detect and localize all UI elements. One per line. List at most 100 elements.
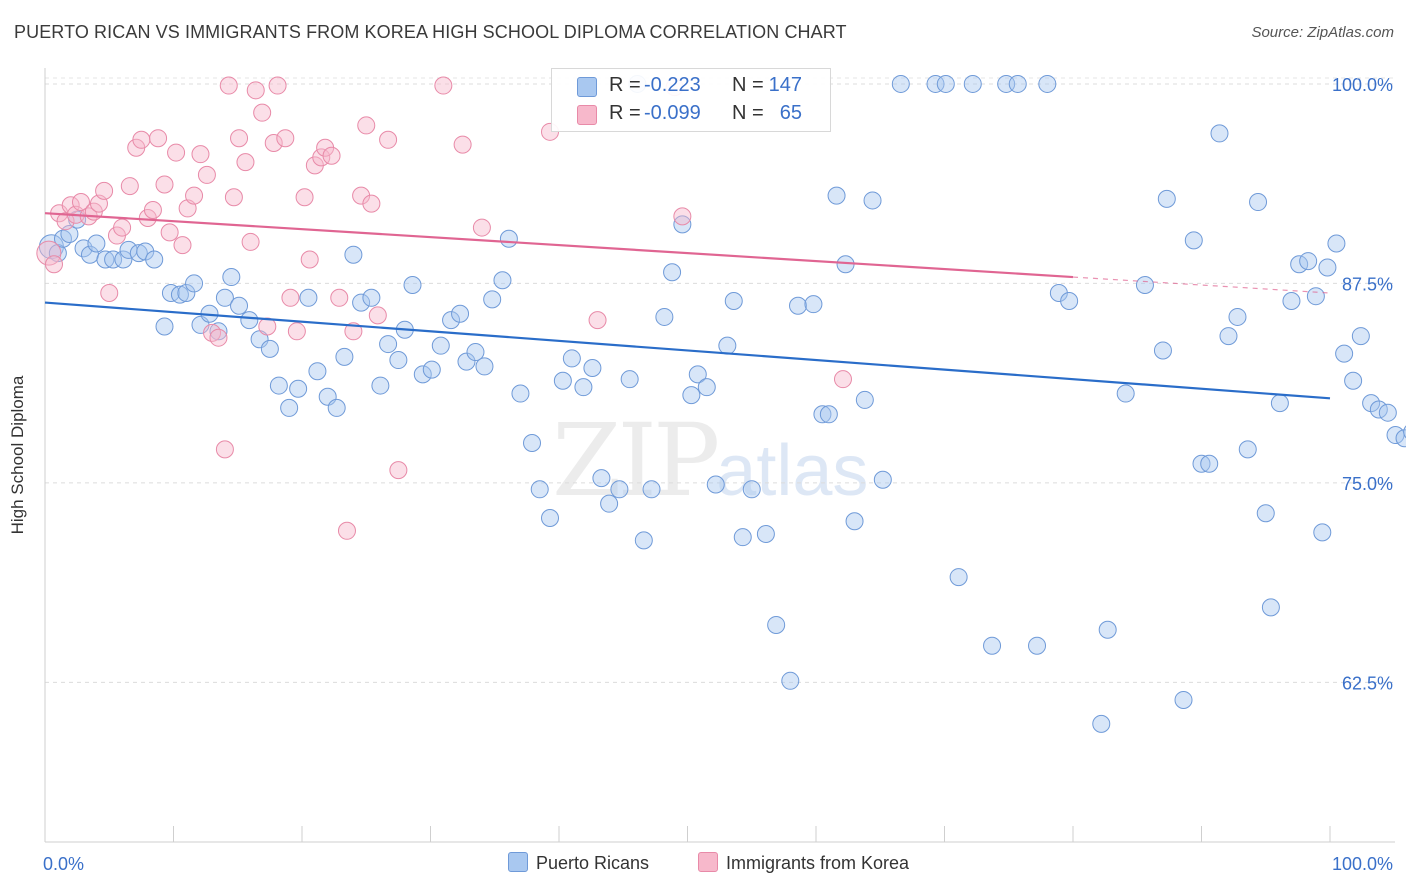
korea-point [113,218,132,237]
puerto-rican-point [442,311,461,330]
puerto-rican-point [260,339,279,358]
puerto-rican-point [827,186,846,205]
bottom-legend-swatch-blue [508,852,528,872]
korea-point [453,135,472,154]
puerto-rican-point [1238,440,1257,459]
puerto-rican-point [483,290,502,309]
puerto-rican-point [530,480,549,499]
puerto-rican-point [457,352,476,371]
puerto-rican-point [96,250,115,269]
puerto-rican-point [706,475,725,494]
puerto-rican-point [136,242,155,261]
puerto-rican-point [697,378,716,397]
korea-point [246,81,265,100]
puerto-rican-point [789,296,808,315]
puerto-rican-point [724,291,743,310]
puerto-rican-point [422,360,441,379]
puerto-rican-point [129,244,148,263]
legend-n-label: N = [732,102,764,124]
korea-point [322,146,341,165]
korea-point [673,207,692,226]
puerto-rican-point [600,494,619,513]
puerto-rican-point [403,276,422,295]
puerto-rican-point [335,347,354,366]
puerto-rican-point [1378,403,1397,422]
puerto-rican-point [104,250,123,269]
puerto-rican-point [523,434,542,453]
bottom-legend-label: Puerto Ricans [536,853,650,873]
puerto-rican-point [299,288,318,307]
puerto-rican-point [767,615,786,634]
korea-point [276,129,295,148]
puerto-rican-point [718,336,737,355]
puerto-rican-point [592,469,611,488]
puerto-rican-point [185,274,204,293]
puerto-rican-point [280,398,299,417]
korea-point [167,143,186,162]
puerto-rican-point [327,398,346,417]
bottom-legend-swatch-pink [698,852,718,872]
puerto-rican-point [1228,307,1247,326]
bottom-legend-puerto-ricans[interactable]: Puerto Ricans [508,852,649,874]
puerto-rican-point [873,470,892,489]
puerto-rican-point [352,293,371,312]
korea-point [241,232,260,251]
bottom-legend-label: Immigrants from Korea [726,853,910,873]
puerto-rican-point [1008,74,1027,93]
puerto-rican-point [1153,341,1172,360]
korea-point [337,521,356,540]
korea-point [236,153,255,172]
korea-point [132,130,151,149]
puerto-rican-point [240,311,259,330]
korea-point [295,188,314,207]
korea-point [191,145,210,164]
korea-point [368,306,387,325]
puerto-rican-point [493,271,512,290]
x-tick-label: 100.0% [1332,854,1393,874]
korea-point [300,250,319,269]
puerto-rican-point [733,528,752,547]
puerto-rican-point [663,263,682,282]
puerto-rican-point [845,512,864,531]
korea-point [215,440,234,459]
puerto-rican-point [673,215,692,234]
puerto-rican-point [431,336,450,355]
korea-point [197,165,216,184]
korea-point [44,255,63,274]
korea-point [287,322,306,341]
puerto-rican-point [362,288,381,307]
puerto-rican-point [87,234,106,253]
watermark: ZIPatlas [552,402,868,519]
legend-r-value: -0.099 [644,102,701,124]
korea-point [434,76,453,95]
puerto-rican-point [682,386,701,405]
puerto-rican-point [1282,291,1301,310]
korea-point [209,328,228,347]
korea-point [56,212,75,231]
puerto-rican-point [1210,124,1229,143]
bottom-legend-korea[interactable]: Immigrants from Korea [698,852,909,874]
korea-point [71,193,90,212]
y-tick-label: 75.0% [1342,474,1393,494]
korea-point [588,311,607,330]
puerto-rican-point [926,74,945,93]
korea-point [173,236,192,255]
korea-point [258,317,277,336]
korea-point [281,288,300,307]
puerto-rican-point [1028,636,1047,655]
puerto-rican-point [1157,189,1176,208]
correlation-legend: R = -0.223 N = 147 R = -0.099 N = 65 [551,68,831,132]
puerto-rican-point [1299,252,1318,271]
legend-n-value: 65 [779,102,802,124]
korea-point [389,461,408,480]
puerto-rican-point [936,74,955,93]
puerto-rican-point [1192,454,1211,473]
puerto-rican-point [1256,504,1275,523]
puerto-rican-point [574,378,593,397]
korea-point [230,129,249,148]
puerto-rican-point [1116,384,1135,403]
puerto-rican-point [289,379,308,398]
puerto-rican-point [562,349,581,368]
puerto-rican-point [983,636,1002,655]
legend-n-value: 147 [768,74,802,96]
